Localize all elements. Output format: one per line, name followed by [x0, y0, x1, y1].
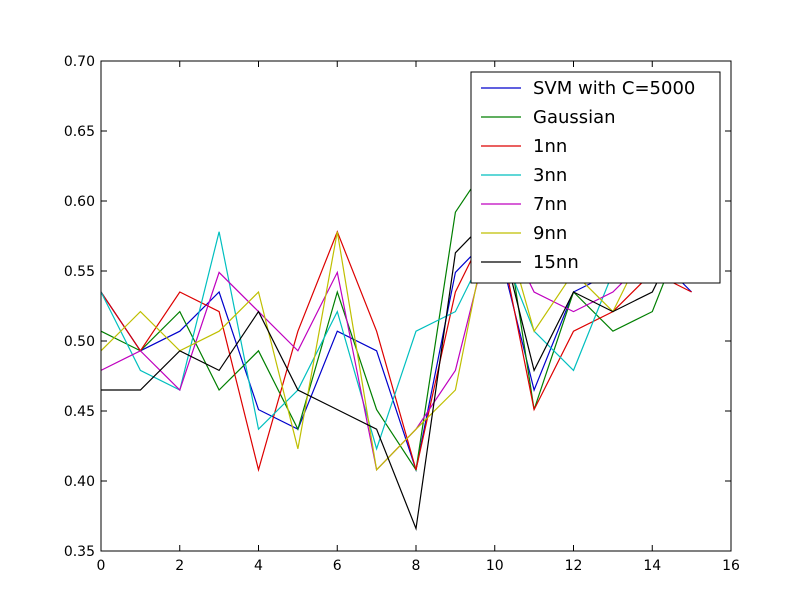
y-tick-label: 0.50: [64, 334, 95, 350]
x-tick-label: 6: [333, 558, 342, 574]
y-tick-label: 0.65: [64, 124, 95, 140]
legend-label-5: 9nn: [533, 223, 567, 244]
series-line-6: [101, 211, 693, 531]
series-line-3: [100, 230, 692, 451]
legend-label-0: SVM with C=5000: [533, 78, 695, 99]
y-tick-label: 0.55: [64, 264, 95, 280]
x-tick-label: 16: [722, 558, 740, 574]
plot-lines: [100, 151, 693, 531]
series-line-5: [100, 192, 692, 472]
y-tick-label: 0.35: [64, 544, 95, 560]
legend: SVM with C=5000 Gaussian 1nn 3nn 7nn 9nn 15nn: [470, 71, 721, 284]
x-tick-label: 14: [643, 558, 661, 574]
y-tick-label: 0.45: [64, 404, 95, 420]
legend-label-2: 1nn: [533, 136, 567, 157]
x-tick-label: 0: [97, 558, 106, 574]
x-tick-label: 12: [565, 558, 583, 574]
legend-box: [470, 71, 721, 284]
y-tick-label: 0.60: [64, 194, 95, 210]
y-tick-label: 0.70: [64, 54, 95, 70]
x-tick-label: 4: [254, 558, 263, 574]
legend-label-3: 3nn: [533, 165, 567, 186]
series-line-1: [100, 151, 693, 472]
x-tick-label: 8: [412, 558, 421, 574]
y-tick-label: 0.40: [64, 474, 95, 490]
legend-label-1: Gaussian: [533, 107, 616, 128]
legend-label-6: 15nn: [533, 252, 579, 273]
x-tick-label: 2: [175, 558, 184, 574]
x-tick-label: 10: [486, 558, 504, 574]
axis-ticks: 0 2 4 6 8 10 12 14 16 0.35 0.40 0.45 0.50 0.55 0.60 0.6…: [64, 54, 740, 574]
legend-label-4: 7nn: [533, 194, 567, 215]
